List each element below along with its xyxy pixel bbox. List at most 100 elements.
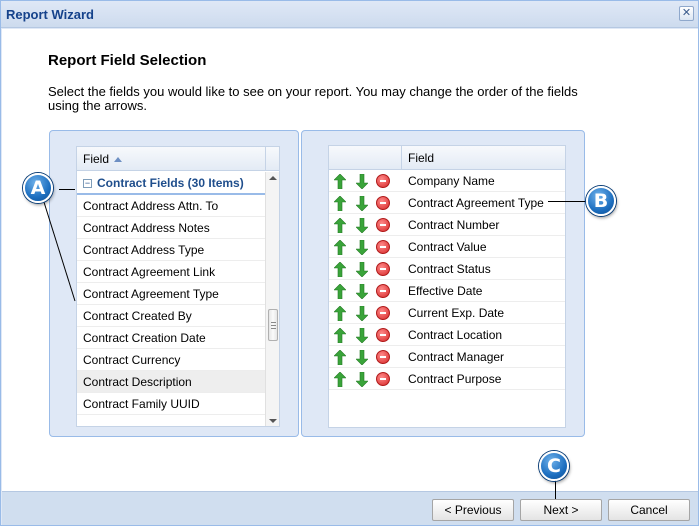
arrow-down-icon[interactable] <box>355 261 369 278</box>
remove-icon[interactable] <box>376 372 390 386</box>
callout-a-leader-diagonal <box>42 198 76 302</box>
selected-field-label: Current Exp. Date <box>408 306 505 320</box>
collapse-icon[interactable]: − <box>83 178 92 189</box>
available-field-row[interactable]: Contract Agreement Type <box>77 283 265 305</box>
remove-icon[interactable] <box>376 218 390 232</box>
selected-field-row[interactable]: Contract Location <box>329 324 565 346</box>
available-field-row[interactable]: Contract Address Type <box>77 239 265 261</box>
available-field-row[interactable]: Contract Description <box>77 371 265 393</box>
remove-icon[interactable] <box>376 284 390 298</box>
arrow-down-icon[interactable] <box>355 283 369 300</box>
arrow-down-icon[interactable] <box>355 239 369 256</box>
previous-button[interactable]: < Previous <box>432 499 514 521</box>
available-field-row[interactable]: Contract Currency <box>77 349 265 371</box>
arrow-down-icon[interactable] <box>355 327 369 344</box>
selected-field-row[interactable]: Company Name <box>329 170 565 192</box>
selected-field-label: Contract Manager <box>408 350 505 364</box>
arrow-down-icon[interactable] <box>355 173 369 190</box>
selected-field-label: Contract Status <box>408 262 491 276</box>
arrow-up-icon[interactable] <box>333 195 347 212</box>
page-title: Report Field Selection <box>48 52 207 69</box>
selected-field-row[interactable]: Contract Status <box>329 258 565 280</box>
callout-a-leader-line <box>59 189 75 190</box>
available-fields-panel: Field − Contract Fields (30 Items) Contra… <box>49 130 299 437</box>
available-field-row[interactable]: Contract Agreement Link <box>77 261 265 283</box>
selected-fields-grid: Field Company Name Contract Agreement Typ… <box>328 145 566 428</box>
selected-field-label: Effective Date <box>408 284 483 298</box>
callout-badge-a: A <box>23 173 53 203</box>
callout-b-leader-line <box>548 201 588 202</box>
selected-field-row[interactable]: Contract Manager <box>329 346 565 368</box>
selected-field-row[interactable]: Current Exp. Date <box>329 302 565 324</box>
arrow-up-icon[interactable] <box>333 371 347 388</box>
scroll-down-icon[interactable] <box>269 419 277 423</box>
header-spacer <box>265 147 279 171</box>
actions-column-header <box>329 146 402 170</box>
window-title: Report Wizard <box>6 7 94 22</box>
available-field-list: Contract Address Attn. To Contract Addres… <box>77 195 279 415</box>
selected-field-row[interactable]: Contract Purpose <box>329 368 565 390</box>
arrow-up-icon[interactable] <box>333 305 347 322</box>
grip-line <box>271 325 276 326</box>
grip-line <box>271 322 276 323</box>
arrow-up-icon[interactable] <box>333 239 347 256</box>
selected-field-row[interactable]: Contract Value <box>329 236 565 258</box>
available-field-row[interactable]: Contract Creation Date <box>77 327 265 349</box>
available-field-row[interactable]: Contract Address Notes <box>77 217 265 239</box>
available-field-column-header[interactable]: Field <box>77 147 279 171</box>
next-button[interactable]: Next > <box>520 499 602 521</box>
available-field-row[interactable]: Contract Created By <box>77 305 265 327</box>
remove-icon[interactable] <box>376 262 390 276</box>
available-fields-scrollbar[interactable] <box>265 172 279 426</box>
scroll-up-icon[interactable] <box>269 176 277 180</box>
selected-field-label: Contract Value <box>408 240 487 254</box>
arrow-up-icon[interactable] <box>333 217 347 234</box>
remove-icon[interactable] <box>376 306 390 320</box>
selected-field-row[interactable]: Contract Agreement Type <box>329 192 565 214</box>
arrow-down-icon[interactable] <box>355 305 369 322</box>
selected-field-row[interactable]: Effective Date <box>329 280 565 302</box>
arrow-down-icon[interactable] <box>355 371 369 388</box>
callout-badge-c: C <box>539 451 569 481</box>
sort-ascending-icon <box>114 157 123 163</box>
selected-fields-panel: Field Company Name Contract Agreement Typ… <box>301 130 585 437</box>
arrow-down-icon[interactable] <box>355 349 369 366</box>
available-field-row[interactable]: Contract Family UUID <box>77 393 265 415</box>
arrow-up-icon[interactable] <box>333 173 347 190</box>
remove-icon[interactable] <box>376 196 390 210</box>
scroll-thumb[interactable] <box>268 309 278 341</box>
arrow-up-icon[interactable] <box>333 327 347 344</box>
contract-fields-group[interactable]: − Contract Fields (30 Items) <box>77 171 265 195</box>
selected-field-label: Contract Agreement Type <box>408 196 544 210</box>
available-field-header-label: Field <box>83 152 110 166</box>
selected-field-label: Company Name <box>408 174 495 188</box>
arrow-up-icon[interactable] <box>333 349 347 366</box>
selected-field-header-label: Field <box>408 151 435 165</box>
remove-icon[interactable] <box>376 240 390 254</box>
wizard-content: Report Field Selection Select the fields… <box>2 29 698 491</box>
callout-c-leader-line <box>555 479 556 499</box>
close-icon[interactable]: ✕ <box>679 6 694 21</box>
arrow-up-icon[interactable] <box>333 261 347 278</box>
selected-field-column-header[interactable]: Field <box>329 146 565 170</box>
selected-field-label: Contract Location <box>408 328 503 342</box>
selected-field-list: Company Name Contract Agreement Type Contr… <box>329 170 565 390</box>
group-label: Contract Fields (30 Items) <box>97 176 244 190</box>
selected-field-row[interactable]: Contract Number <box>329 214 565 236</box>
title-bar: Report Wizard ✕ <box>1 1 698 28</box>
wizard-footer: < Previous Next > Cancel <box>2 491 698 525</box>
selected-field-label: Contract Purpose <box>408 372 502 386</box>
selected-field-label: Contract Number <box>408 218 500 232</box>
remove-icon[interactable] <box>376 328 390 342</box>
page-description: Select the fields you would like to see … <box>48 84 578 113</box>
grip-line <box>271 328 276 329</box>
remove-icon[interactable] <box>376 174 390 188</box>
cancel-button[interactable]: Cancel <box>608 499 690 521</box>
arrow-down-icon[interactable] <box>355 195 369 212</box>
available-fields-grid: Field − Contract Fields (30 Items) Contra… <box>76 146 280 427</box>
arrow-up-icon[interactable] <box>333 283 347 300</box>
available-field-row[interactable]: Contract Address Attn. To <box>77 195 265 217</box>
arrow-down-icon[interactable] <box>355 217 369 234</box>
remove-icon[interactable] <box>376 350 390 364</box>
